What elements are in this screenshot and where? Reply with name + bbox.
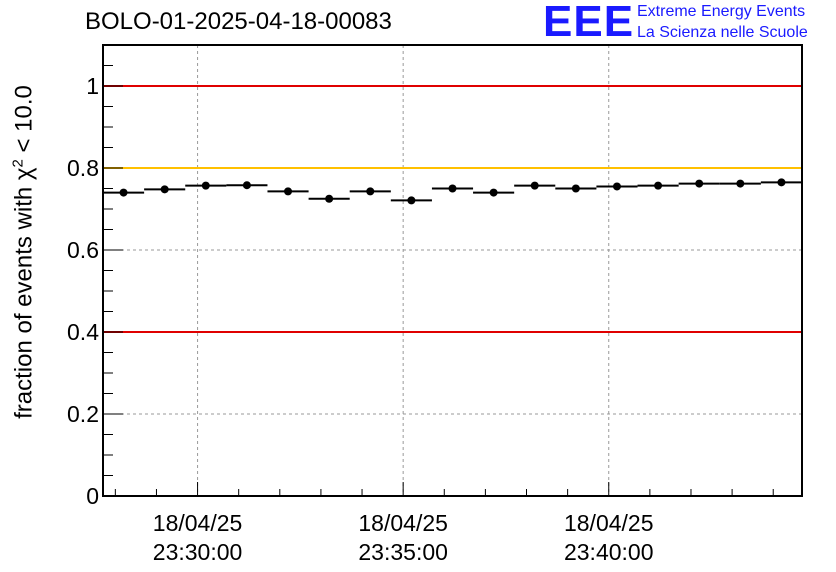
x-tick-label: 23:40:00 (564, 539, 654, 565)
reference-lines (103, 85, 802, 333)
data-point (366, 187, 375, 196)
y-tick-label: 0.2 (67, 401, 99, 427)
data-point (571, 184, 580, 193)
x-tick-label: 18/04/25 (153, 510, 243, 536)
data-point (201, 181, 210, 190)
y-tick-label: 1 (86, 73, 99, 99)
data-point (119, 188, 128, 197)
data-point (284, 187, 293, 196)
data-point (777, 178, 786, 187)
data-point (407, 196, 416, 205)
y-tick-label: 0.8 (67, 155, 99, 181)
grid-layer (103, 45, 802, 496)
data-point (448, 184, 457, 193)
data-point (736, 179, 745, 188)
x-tick-label: 23:30:00 (153, 539, 243, 565)
x-tick-label: 23:35:00 (358, 539, 448, 565)
y-tick-label: 0.4 (67, 319, 99, 345)
run-title: BOLO-01-2025-04-18-00083 (85, 8, 392, 35)
data-point (242, 181, 251, 190)
data-point (530, 181, 539, 190)
data-point (612, 182, 621, 191)
x-tick-label: 18/04/25 (358, 510, 448, 536)
axis-ticks (103, 44, 774, 497)
logo-caption-line2: La Scienza nelle Scuole (637, 24, 808, 41)
x-tick-label: 18/04/25 (564, 510, 654, 536)
data-points (103, 178, 802, 205)
data-point (160, 185, 169, 194)
plot-frame (102, 44, 803, 497)
tick-labels: 0 0.2 0.4 0.6 0.8 1 18/04/25 23:30:00 18/04/25 23… (67, 73, 653, 565)
data-point (654, 181, 663, 190)
data-point (695, 179, 704, 188)
logo-caption-line1: Extreme Energy Events (637, 3, 806, 20)
y-tick-label: 0 (86, 483, 99, 509)
eee-logo: EEE (543, 0, 635, 46)
y-tick-label: 0.6 (67, 237, 99, 263)
data-point (489, 188, 498, 197)
data-point (325, 194, 334, 203)
